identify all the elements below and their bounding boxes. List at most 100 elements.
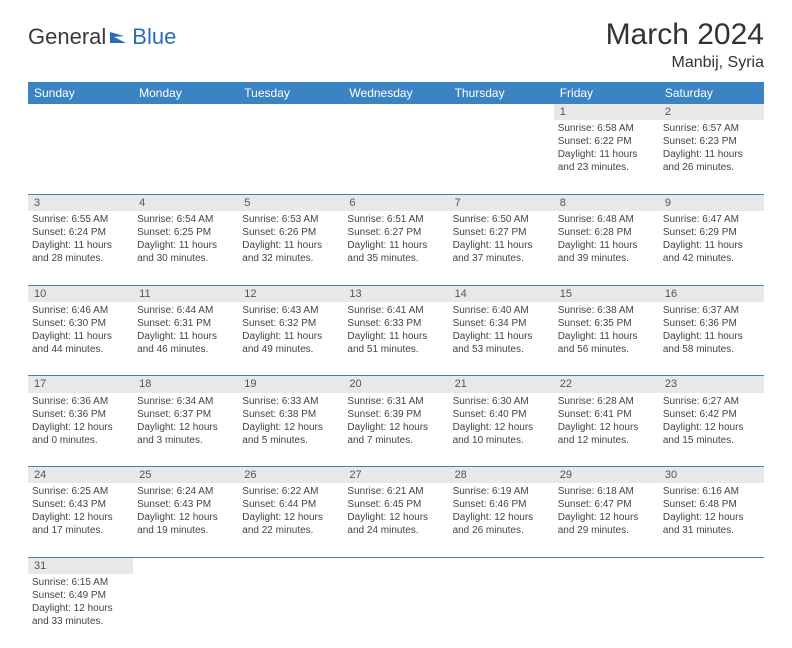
day-info-line: Daylight: 11 hours — [453, 330, 550, 343]
day-info-line: Sunset: 6:47 PM — [558, 498, 655, 511]
day-content-row: Sunrise: 6:15 AMSunset: 6:49 PMDaylight:… — [28, 574, 764, 648]
day-number: 8 — [554, 194, 659, 211]
day-info-line: Sunrise: 6:48 AM — [558, 213, 655, 226]
day-info-line: Sunset: 6:36 PM — [32, 408, 129, 421]
day-info-line: and 24 minutes. — [347, 524, 444, 537]
day-info-line: Daylight: 11 hours — [347, 330, 444, 343]
day-cell: Sunrise: 6:34 AMSunset: 6:37 PMDaylight:… — [133, 393, 238, 467]
weekday-header: Thursday — [449, 82, 554, 104]
day-number: 26 — [238, 467, 343, 484]
day-cell: Sunrise: 6:38 AMSunset: 6:35 PMDaylight:… — [554, 302, 659, 376]
day-info-line: and 12 minutes. — [558, 434, 655, 447]
day-number: 18 — [133, 376, 238, 393]
day-info-line: Daylight: 11 hours — [558, 330, 655, 343]
day-info-line: Daylight: 12 hours — [347, 421, 444, 434]
day-info-line: Sunrise: 6:46 AM — [32, 304, 129, 317]
day-cell: Sunrise: 6:25 AMSunset: 6:43 PMDaylight:… — [28, 483, 133, 557]
weekday-header: Friday — [554, 82, 659, 104]
day-cell — [449, 120, 554, 194]
day-cell: Sunrise: 6:16 AMSunset: 6:48 PMDaylight:… — [659, 483, 764, 557]
day-info-line: and 29 minutes. — [558, 524, 655, 537]
day-number — [133, 104, 238, 120]
day-info-line: Sunset: 6:28 PM — [558, 226, 655, 239]
day-info-line: Daylight: 11 hours — [558, 148, 655, 161]
day-number — [659, 557, 764, 574]
day-info-line: Daylight: 11 hours — [453, 239, 550, 252]
day-info-line: Daylight: 12 hours — [242, 511, 339, 524]
day-cell: Sunrise: 6:46 AMSunset: 6:30 PMDaylight:… — [28, 302, 133, 376]
day-cell — [133, 120, 238, 194]
header: General Blue March 2024 Manbij, Syria — [28, 18, 764, 72]
day-cell — [659, 574, 764, 648]
day-info-line: and 23 minutes. — [558, 161, 655, 174]
day-info-line: Daylight: 11 hours — [663, 148, 760, 161]
day-info-line: Sunset: 6:32 PM — [242, 317, 339, 330]
day-info-line: Sunset: 6:39 PM — [347, 408, 444, 421]
day-info-line: Sunrise: 6:58 AM — [558, 122, 655, 135]
day-info-line: Sunset: 6:33 PM — [347, 317, 444, 330]
day-number: 7 — [449, 194, 554, 211]
day-number: 20 — [343, 376, 448, 393]
day-info-line: Sunset: 6:41 PM — [558, 408, 655, 421]
day-info-line: Sunrise: 6:16 AM — [663, 485, 760, 498]
day-info-line: and 49 minutes. — [242, 343, 339, 356]
weekday-header: Tuesday — [238, 82, 343, 104]
day-info-line: Sunset: 6:46 PM — [453, 498, 550, 511]
day-info-line: and 32 minutes. — [242, 252, 339, 265]
day-number: 17 — [28, 376, 133, 393]
day-cell: Sunrise: 6:50 AMSunset: 6:27 PMDaylight:… — [449, 211, 554, 285]
day-info-line: Sunset: 6:26 PM — [242, 226, 339, 239]
day-number — [238, 557, 343, 574]
day-cell: Sunrise: 6:57 AMSunset: 6:23 PMDaylight:… — [659, 120, 764, 194]
day-info-line: and 35 minutes. — [347, 252, 444, 265]
day-number: 6 — [343, 194, 448, 211]
day-info-line: Daylight: 12 hours — [32, 421, 129, 434]
day-number: 22 — [554, 376, 659, 393]
title-block: March 2024 Manbij, Syria — [606, 18, 764, 72]
day-info-line: Sunset: 6:45 PM — [347, 498, 444, 511]
day-info-line: and 37 minutes. — [453, 252, 550, 265]
day-cell: Sunrise: 6:27 AMSunset: 6:42 PMDaylight:… — [659, 393, 764, 467]
day-info-line: and 26 minutes. — [663, 161, 760, 174]
day-number: 21 — [449, 376, 554, 393]
day-number: 31 — [28, 557, 133, 574]
day-info-line: Sunset: 6:49 PM — [32, 589, 129, 602]
day-info-line: Sunset: 6:43 PM — [137, 498, 234, 511]
day-info-line: Sunrise: 6:50 AM — [453, 213, 550, 226]
day-number: 10 — [28, 285, 133, 302]
day-info-line: and 22 minutes. — [242, 524, 339, 537]
day-info-line: and 19 minutes. — [137, 524, 234, 537]
day-info-line: Sunrise: 6:24 AM — [137, 485, 234, 498]
day-number — [133, 557, 238, 574]
day-info-line: and 30 minutes. — [137, 252, 234, 265]
day-info-line: and 26 minutes. — [453, 524, 550, 537]
day-number — [449, 104, 554, 120]
day-cell: Sunrise: 6:15 AMSunset: 6:49 PMDaylight:… — [28, 574, 133, 648]
day-cell: Sunrise: 6:37 AMSunset: 6:36 PMDaylight:… — [659, 302, 764, 376]
day-info-line: and 15 minutes. — [663, 434, 760, 447]
day-number — [449, 557, 554, 574]
day-number-row: 17181920212223 — [28, 376, 764, 393]
day-info-line: Daylight: 12 hours — [663, 511, 760, 524]
location: Manbij, Syria — [606, 54, 764, 72]
day-info-line: and 46 minutes. — [137, 343, 234, 356]
day-info-line: and 42 minutes. — [663, 252, 760, 265]
day-number: 24 — [28, 467, 133, 484]
day-info-line: Daylight: 12 hours — [453, 511, 550, 524]
day-number-row: 24252627282930 — [28, 467, 764, 484]
day-info-line: Daylight: 11 hours — [137, 239, 234, 252]
day-cell: Sunrise: 6:31 AMSunset: 6:39 PMDaylight:… — [343, 393, 448, 467]
day-info-line: Daylight: 12 hours — [558, 421, 655, 434]
day-info-line: Sunset: 6:38 PM — [242, 408, 339, 421]
day-number: 23 — [659, 376, 764, 393]
day-info-line: Daylight: 11 hours — [347, 239, 444, 252]
day-info-line: and 51 minutes. — [347, 343, 444, 356]
day-info-line: Sunset: 6:35 PM — [558, 317, 655, 330]
day-cell: Sunrise: 6:58 AMSunset: 6:22 PMDaylight:… — [554, 120, 659, 194]
day-number-row: 10111213141516 — [28, 285, 764, 302]
day-info-line: Sunrise: 6:37 AM — [663, 304, 760, 317]
day-number: 1 — [554, 104, 659, 120]
day-info-line: Daylight: 12 hours — [137, 421, 234, 434]
day-number: 16 — [659, 285, 764, 302]
day-info-line: Sunset: 6:48 PM — [663, 498, 760, 511]
